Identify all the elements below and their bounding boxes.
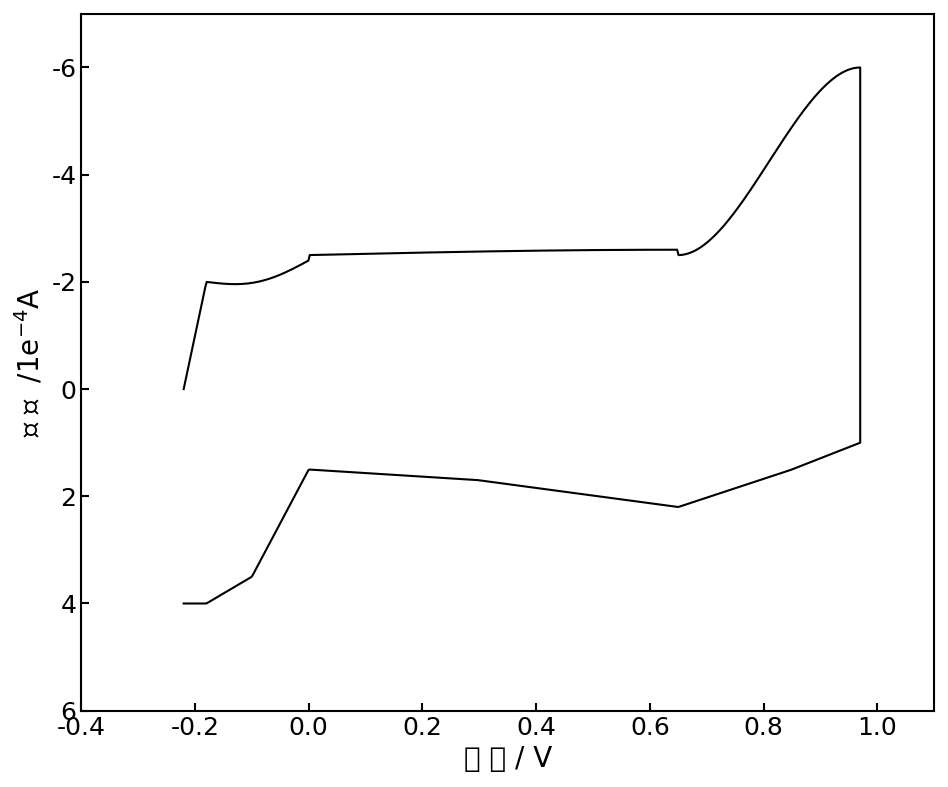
X-axis label: 电 位 / V: 电 位 / V bbox=[464, 745, 552, 773]
Y-axis label: 电 流  /1e$^{-4}$A: 电 流 /1e$^{-4}$A bbox=[14, 287, 46, 437]
